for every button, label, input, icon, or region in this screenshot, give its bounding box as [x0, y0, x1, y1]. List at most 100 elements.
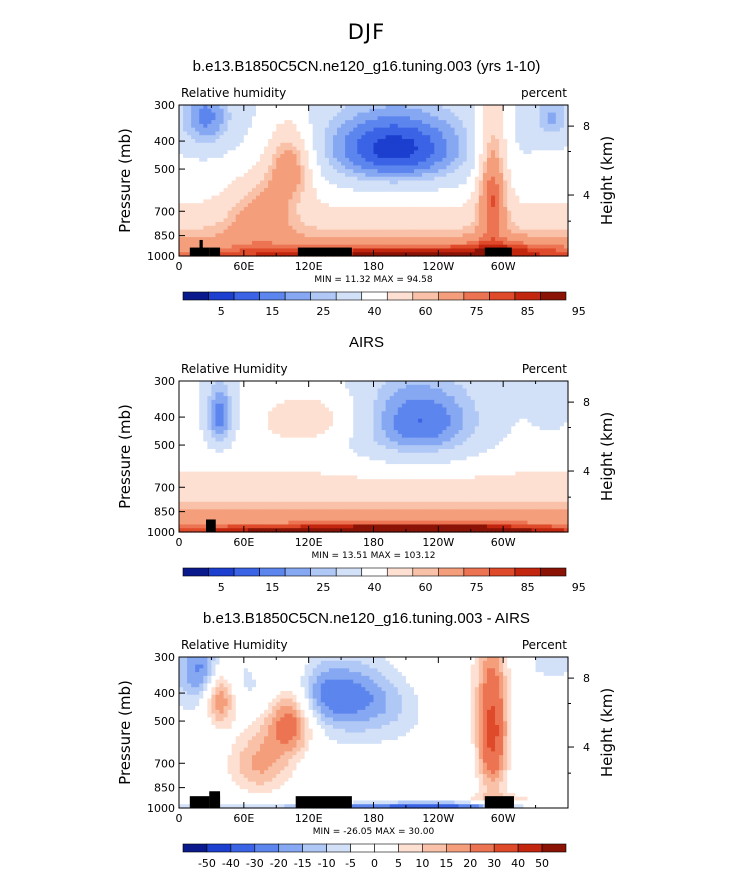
field-cell: [503, 108, 508, 114]
field-cell: [332, 135, 338, 140]
field-cell: [251, 248, 257, 253]
field-cell: [414, 135, 419, 140]
field-cell: [551, 154, 557, 159]
field-cell: [563, 146, 569, 151]
field-cell: [328, 135, 334, 140]
field-cell: [531, 203, 537, 208]
field-cell: [308, 108, 314, 114]
field-cell: [312, 188, 318, 193]
field-cell: [543, 165, 549, 170]
field-cell: [191, 464, 196, 469]
field-cell: [349, 127, 354, 133]
field-cell: [276, 524, 281, 529]
field-cell: [231, 105, 237, 110]
field-cell: [231, 131, 237, 136]
field-cell: [211, 176, 217, 182]
field-cell: [211, 131, 217, 136]
field-cell: [203, 222, 208, 227]
field-cell: [292, 112, 298, 117]
field-cell: [385, 244, 391, 250]
field-cell: [203, 479, 208, 484]
field-cell: [434, 180, 439, 185]
field-cell: [446, 161, 452, 166]
field-cell: [179, 396, 184, 401]
super-title: DJF: [347, 20, 386, 44]
field-cell: [422, 218, 427, 223]
field-cell: [179, 448, 184, 454]
field-cell: [495, 184, 500, 189]
field-cell: [349, 229, 354, 234]
field-cell: [219, 127, 225, 133]
field-cell: [539, 169, 545, 174]
field-cell: [264, 108, 269, 114]
field-cell: [239, 426, 245, 431]
field-cell: [470, 142, 476, 148]
field-cell: [377, 123, 383, 129]
field-cell: [260, 225, 265, 231]
field-cell: [276, 384, 281, 390]
field-cell: [332, 169, 338, 174]
field-cell: [495, 120, 500, 125]
field-cell: [231, 237, 237, 242]
field-cell: [563, 127, 569, 133]
field-cell: [491, 105, 496, 110]
field-cell: [365, 131, 371, 136]
field-cell: [539, 191, 545, 197]
field-cell: [418, 169, 423, 174]
field-cell: [397, 218, 403, 223]
field-cell: [304, 131, 310, 136]
field-cell: [458, 105, 464, 110]
field-cell: [280, 218, 285, 223]
field-cell: [284, 384, 290, 390]
field-cell: [547, 146, 553, 151]
field-cell: [183, 445, 188, 450]
field-cell: [426, 240, 431, 246]
field-cell: [563, 252, 569, 257]
field-cell: [527, 180, 533, 185]
field-cell: [409, 172, 415, 178]
field-cell: [499, 210, 504, 216]
field-cell: [555, 172, 561, 178]
field-cell: [268, 392, 273, 397]
field-cell: [563, 206, 569, 212]
field-cell: [239, 244, 245, 250]
field-cell: [247, 210, 253, 216]
field-cell: [207, 433, 213, 439]
field-cell: [187, 131, 192, 136]
colorbar-label: 85: [521, 305, 535, 315]
field-cell: [324, 188, 330, 193]
field-cell: [563, 116, 569, 121]
field-cell: [361, 172, 366, 178]
field-cell: [268, 127, 273, 133]
field-cell: [227, 399, 233, 405]
field-cell: [486, 225, 492, 231]
field-cell: [474, 233, 480, 238]
field-cell: [276, 381, 281, 386]
field-cell: [227, 414, 233, 420]
field-cell: [280, 222, 285, 227]
field-cell: [199, 138, 204, 144]
field-cell: [251, 445, 257, 450]
field-cell: [535, 116, 541, 121]
field-cell: [191, 498, 196, 503]
field-cell: [187, 225, 192, 231]
field-cell: [255, 222, 261, 227]
field-cell: [251, 191, 257, 197]
field-cell: [353, 229, 358, 234]
field-cell: [385, 172, 391, 178]
field-cell: [243, 384, 249, 390]
field-cell: [215, 509, 221, 514]
field-cell: [280, 399, 285, 405]
field-cell: [482, 240, 488, 246]
field-cell: [316, 244, 322, 250]
field-cell: [539, 161, 545, 166]
field-cell: [239, 399, 245, 405]
field-cell: [231, 150, 237, 155]
field-cell: [223, 233, 229, 238]
field-cell: [563, 138, 569, 144]
field-cell: [555, 222, 561, 227]
field-cell: [511, 154, 516, 159]
field-cell: [555, 105, 561, 110]
field-cell: [231, 176, 237, 182]
field-cell: [478, 225, 484, 231]
